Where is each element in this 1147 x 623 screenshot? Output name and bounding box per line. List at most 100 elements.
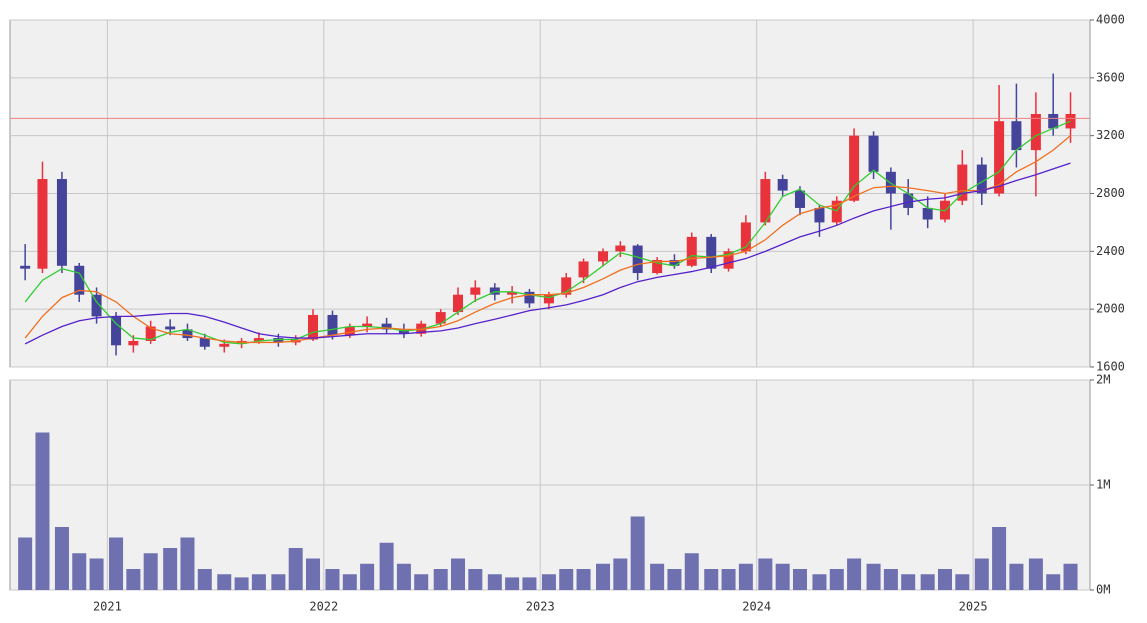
volume-bar: [109, 537, 124, 590]
candle-body: [957, 164, 968, 201]
volume-bar: [342, 574, 357, 590]
candle-body: [1048, 113, 1059, 129]
volume-bar: [433, 569, 448, 590]
volume-bar: [955, 574, 970, 590]
candle-body: [219, 343, 230, 347]
volume-bar: [866, 563, 881, 590]
volume-bar: [1046, 574, 1061, 590]
candle-body: [128, 340, 139, 346]
candle-body: [327, 314, 338, 336]
volume-bar: [901, 574, 916, 590]
candle-body: [165, 326, 176, 330]
candle-body: [344, 326, 355, 336]
volume-bar: [217, 574, 232, 590]
candle-body: [615, 245, 626, 252]
x-tick-label: 2024: [742, 600, 771, 614]
volume-bar: [596, 563, 611, 590]
volume-bar: [505, 577, 520, 590]
volume-bar: [937, 569, 952, 590]
candle-body: [598, 251, 609, 262]
candle-body: [470, 287, 481, 295]
candle-body: [777, 179, 788, 191]
volume-bar: [630, 516, 645, 590]
volume-bar: [18, 537, 33, 590]
volume-bar: [704, 569, 719, 590]
volume-bar: [163, 548, 178, 590]
y-tick-label: 2M: [1096, 373, 1110, 387]
volume-bar: [758, 558, 773, 590]
volume-bar: [522, 577, 537, 590]
volume-bar: [812, 574, 827, 590]
y-tick-label: 3200: [1096, 128, 1125, 142]
candle-body: [20, 265, 31, 269]
x-tick-label: 2021: [93, 600, 122, 614]
candle-body: [91, 294, 102, 317]
candle-body: [308, 314, 319, 340]
candle-body: [74, 265, 85, 295]
candle-body: [652, 260, 663, 274]
candle-body: [37, 179, 48, 269]
volume-bar: [1028, 558, 1043, 590]
volume-bar: [1063, 563, 1078, 590]
candle-body: [182, 329, 193, 339]
volume-bar: [829, 569, 844, 590]
candle-body: [578, 261, 589, 278]
candle-body: [561, 277, 572, 295]
volume-bar: [414, 574, 429, 590]
candle-body: [686, 236, 697, 266]
y-tick-label: 2000: [1096, 302, 1125, 316]
moving-average-line: [24, 135, 1071, 344]
volume-bar: [775, 563, 790, 590]
y-tick-label: 4000: [1096, 13, 1125, 27]
candle-body: [253, 338, 264, 341]
volume-bar: [451, 558, 466, 590]
candle-body: [435, 312, 446, 324]
volume-bar: [1009, 563, 1024, 590]
volume-bar: [738, 563, 753, 590]
candle-body: [706, 236, 717, 269]
volume-bar: [234, 577, 249, 590]
volume-bar: [35, 432, 50, 590]
volume-bar: [576, 569, 591, 590]
candle-body: [1065, 113, 1076, 129]
x-tick-label: 2025: [959, 600, 988, 614]
candle-body: [669, 260, 680, 266]
volume-bar: [847, 558, 862, 590]
candle-body: [111, 316, 122, 346]
volume-bar: [487, 574, 502, 590]
volume-bar: [89, 558, 104, 590]
volume-bar: [126, 569, 141, 590]
candle-body: [831, 200, 842, 223]
y-tick-label: 2400: [1096, 244, 1125, 258]
candle-body: [56, 179, 67, 266]
volume-bar: [920, 574, 935, 590]
y-tick-label: 0M: [1096, 583, 1110, 597]
volume-bar: [559, 569, 574, 590]
volume-bar: [360, 563, 375, 590]
volume-bar: [271, 574, 286, 590]
volume-bar: [197, 569, 212, 590]
volume-bar: [684, 553, 699, 590]
x-tick-label: 2023: [526, 600, 555, 614]
y-tick-label: 1M: [1096, 478, 1110, 492]
candle-body: [362, 323, 373, 327]
candle-body: [1011, 121, 1022, 151]
candle-body: [524, 291, 535, 304]
candle-body: [760, 179, 771, 223]
volume-bar: [792, 569, 807, 590]
candle-body: [199, 338, 210, 347]
volume-bar: [143, 553, 158, 590]
candle-body: [381, 323, 392, 330]
volume-bar: [650, 563, 665, 590]
volume-bar: [306, 558, 321, 590]
candle-body: [507, 291, 518, 295]
candle-body: [489, 287, 500, 295]
candle-body: [994, 121, 1005, 194]
volume-bar: [541, 574, 556, 590]
candle-body: [740, 222, 751, 252]
volume-bar: [974, 558, 989, 590]
candle-body: [723, 251, 734, 269]
candle-body: [632, 245, 643, 274]
candle-body: [903, 193, 914, 208]
